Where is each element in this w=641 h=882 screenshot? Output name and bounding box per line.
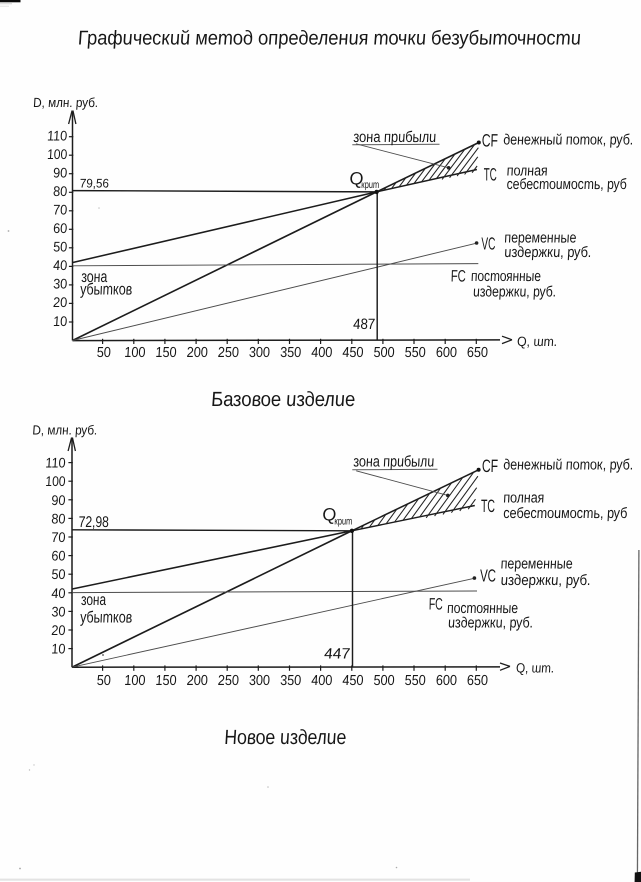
svg-text:VC: VC bbox=[480, 233, 496, 253]
svg-text:250: 250 bbox=[216, 345, 240, 361]
svg-text:110: 110 bbox=[44, 455, 66, 471]
svg-text:убытков: убытков bbox=[78, 609, 133, 627]
svg-text:500: 500 bbox=[373, 345, 396, 361]
svg-text:650: 650 bbox=[466, 673, 489, 689]
svg-text:Q, шт.: Q, шт. bbox=[516, 334, 558, 349]
svg-text:70: 70 bbox=[52, 202, 68, 218]
svg-text:20: 20 bbox=[50, 622, 67, 638]
svg-text:зона: зона bbox=[79, 268, 108, 286]
svg-text:40: 40 bbox=[50, 585, 66, 601]
svg-text:TC: TC bbox=[480, 496, 497, 516]
svg-text:30: 30 bbox=[50, 603, 66, 619]
svg-text:полная: полная bbox=[506, 163, 549, 180]
svg-text:зона прибыли: зона прибыли bbox=[352, 453, 436, 470]
svg-text:зона: зона bbox=[79, 591, 107, 609]
svg-text:40: 40 bbox=[52, 257, 68, 273]
svg-text:крит: крит bbox=[334, 515, 353, 527]
svg-text:Q: Q bbox=[348, 168, 364, 188]
svg-text:350: 350 bbox=[279, 345, 302, 361]
svg-text:FC: FC bbox=[428, 595, 445, 614]
svg-text:50: 50 bbox=[52, 239, 68, 255]
svg-text:VC: VC bbox=[479, 566, 497, 586]
svg-text:550: 550 bbox=[404, 673, 427, 689]
svg-text:TC: TC bbox=[483, 164, 499, 184]
svg-text:20: 20 bbox=[51, 294, 68, 310]
svg-text:487: 487 bbox=[352, 316, 376, 333]
svg-text:80: 80 bbox=[52, 183, 68, 199]
svg-text:450: 450 bbox=[342, 673, 365, 689]
svg-text:70: 70 bbox=[50, 529, 66, 545]
svg-text:200: 200 bbox=[185, 673, 209, 689]
svg-text:100: 100 bbox=[124, 345, 147, 361]
svg-text:FC: FC bbox=[450, 266, 468, 285]
svg-text:издержки, руб.: издержки, руб. bbox=[447, 615, 534, 632]
svg-text:60: 60 bbox=[52, 220, 68, 236]
svg-text:300: 300 bbox=[248, 673, 271, 689]
svg-text:Базовое изделие: Базовое изделие bbox=[210, 388, 356, 411]
svg-text:90: 90 bbox=[52, 165, 68, 181]
svg-text:крит: крит bbox=[361, 179, 380, 191]
svg-text:себестоимость, руб: себестоимость, руб bbox=[502, 505, 628, 522]
svg-text:убытков: убытков bbox=[78, 281, 133, 299]
svg-text:450: 450 bbox=[342, 345, 365, 361]
svg-text:350: 350 bbox=[279, 673, 302, 689]
svg-text:200: 200 bbox=[185, 345, 209, 361]
svg-text:600: 600 bbox=[435, 345, 458, 361]
svg-text:72,98: 72,98 bbox=[78, 514, 110, 531]
svg-text:400: 400 bbox=[310, 673, 333, 689]
svg-text:100: 100 bbox=[44, 473, 66, 489]
svg-text:250: 250 bbox=[216, 673, 240, 689]
svg-text:110: 110 bbox=[46, 128, 68, 144]
svg-text:500: 500 bbox=[373, 673, 396, 689]
svg-text:10: 10 bbox=[52, 313, 68, 329]
svg-text:90: 90 bbox=[50, 492, 66, 508]
svg-text:CF: CF bbox=[481, 131, 500, 151]
svg-text:зона прибыли: зона прибыли bbox=[352, 129, 438, 146]
svg-text:150: 150 bbox=[155, 673, 178, 689]
svg-text:переменные: переменные bbox=[500, 556, 574, 573]
svg-text:400: 400 bbox=[310, 345, 333, 361]
svg-text:денежный поток, руб.: денежный поток, руб. bbox=[502, 457, 634, 474]
svg-text:Новое изделие: Новое изделие bbox=[223, 726, 347, 749]
svg-text:Графический метод определения: Графический метод определения точки безу… bbox=[77, 27, 582, 49]
svg-text:переменные: переменные bbox=[503, 229, 577, 246]
svg-text:Q: Q bbox=[321, 504, 337, 524]
svg-text:600: 600 bbox=[435, 673, 458, 689]
svg-text:50: 50 bbox=[96, 345, 112, 361]
svg-text:30: 30 bbox=[52, 276, 68, 292]
svg-text:100: 100 bbox=[124, 673, 147, 689]
svg-text:себестоимость, руб: себестоимость, руб bbox=[506, 176, 628, 193]
svg-text:50: 50 bbox=[96, 673, 112, 689]
svg-text:447: 447 bbox=[323, 645, 351, 662]
svg-text:300: 300 bbox=[248, 345, 271, 361]
svg-text:постоянные: постоянные bbox=[446, 600, 519, 617]
svg-text:79,56: 79,56 bbox=[79, 177, 109, 191]
svg-text:D, млн. руб.: D, млн. руб. bbox=[31, 422, 98, 437]
svg-text:полная: полная bbox=[502, 490, 545, 507]
svg-text:денежный поток, руб.: денежный поток, руб. bbox=[502, 132, 634, 149]
svg-text:издержки, руб.: издержки, руб. bbox=[500, 572, 592, 589]
svg-text:150: 150 bbox=[155, 345, 178, 361]
svg-text:50: 50 bbox=[50, 566, 66, 582]
svg-text:издержки, руб.: издержки, руб. bbox=[472, 283, 557, 300]
svg-text:D, млн. руб.: D, млн. руб. bbox=[32, 95, 99, 110]
svg-text:CF: CF bbox=[481, 456, 500, 476]
svg-text:80: 80 bbox=[50, 510, 66, 526]
svg-text:издержки, руб.: издержки, руб. bbox=[503, 244, 592, 261]
svg-text:550: 550 bbox=[404, 345, 427, 361]
svg-text:Q, шт.: Q, шт. bbox=[515, 661, 555, 676]
svg-text:60: 60 bbox=[50, 548, 66, 564]
svg-text:100: 100 bbox=[46, 146, 68, 162]
svg-text:10: 10 bbox=[50, 641, 66, 657]
svg-text:постоянные: постоянные bbox=[470, 268, 542, 285]
svg-text:650: 650 bbox=[466, 345, 489, 361]
